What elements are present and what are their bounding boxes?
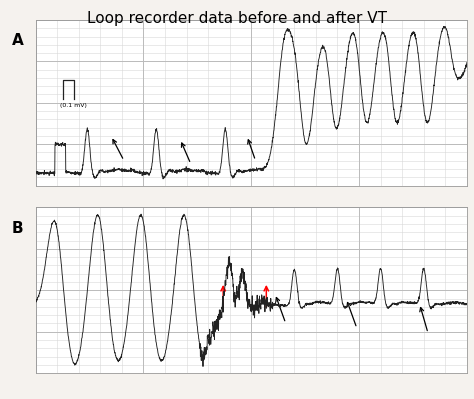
Text: Loop recorder data before and after VT: Loop recorder data before and after VT <box>87 11 387 26</box>
Text: A: A <box>12 33 24 48</box>
Text: B: B <box>12 221 23 236</box>
Text: (0.1 mV): (0.1 mV) <box>60 103 87 108</box>
